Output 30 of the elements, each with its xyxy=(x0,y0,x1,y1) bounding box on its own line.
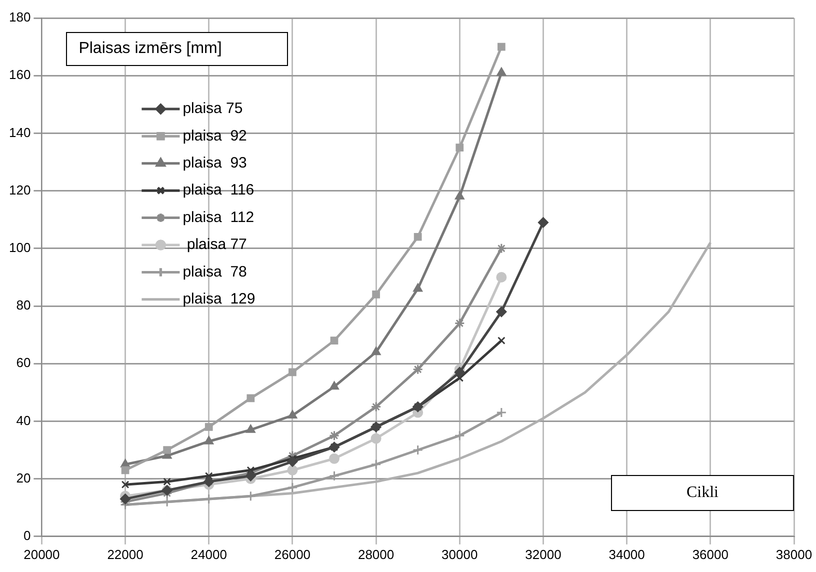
text-box: Plaisas izmērs [mm] xyxy=(66,32,288,66)
x-tick-label: 28000 xyxy=(358,546,394,562)
legend-label: plaisa 77 xyxy=(182,236,247,254)
legend-label: plaisa 116 xyxy=(182,182,254,199)
x-tick-label: 38000 xyxy=(776,546,812,562)
y-tick-label: 100 xyxy=(8,240,31,255)
legend-label: plaisa 78 xyxy=(182,263,247,280)
y-tick-label: 60 xyxy=(16,355,31,370)
x-tick-label: 20000 xyxy=(24,546,60,562)
y-tick-label: 80 xyxy=(16,298,31,313)
x-tick-label: 24000 xyxy=(190,546,227,562)
text-box: Cikli xyxy=(611,475,794,512)
x-tick-label: 22000 xyxy=(107,546,144,562)
x-tick-label: 32000 xyxy=(525,546,562,562)
y-tick-label: 180 xyxy=(8,10,31,25)
y-tick-label: 20 xyxy=(16,470,31,486)
legend-label: plaisa 92 xyxy=(182,127,247,144)
legend-label: plaisa 75 xyxy=(182,100,243,118)
x-tick-label: 30000 xyxy=(442,546,478,562)
x-tick-label: 26000 xyxy=(274,546,311,562)
y-tick-label: 40 xyxy=(16,412,31,428)
x-tick-label: 36000 xyxy=(692,546,728,562)
legend-label: plaisa 129 xyxy=(182,290,256,308)
y-tick-label: 0 xyxy=(23,528,31,543)
y-tick-label: 140 xyxy=(8,124,31,140)
y-tick-label: 120 xyxy=(8,182,31,198)
y-tick-label: 160 xyxy=(8,67,31,82)
legend-label: plaisa 112 xyxy=(182,208,254,226)
x-tick-label: 34000 xyxy=(608,546,645,562)
legend-label: plaisa 93 xyxy=(182,154,247,172)
